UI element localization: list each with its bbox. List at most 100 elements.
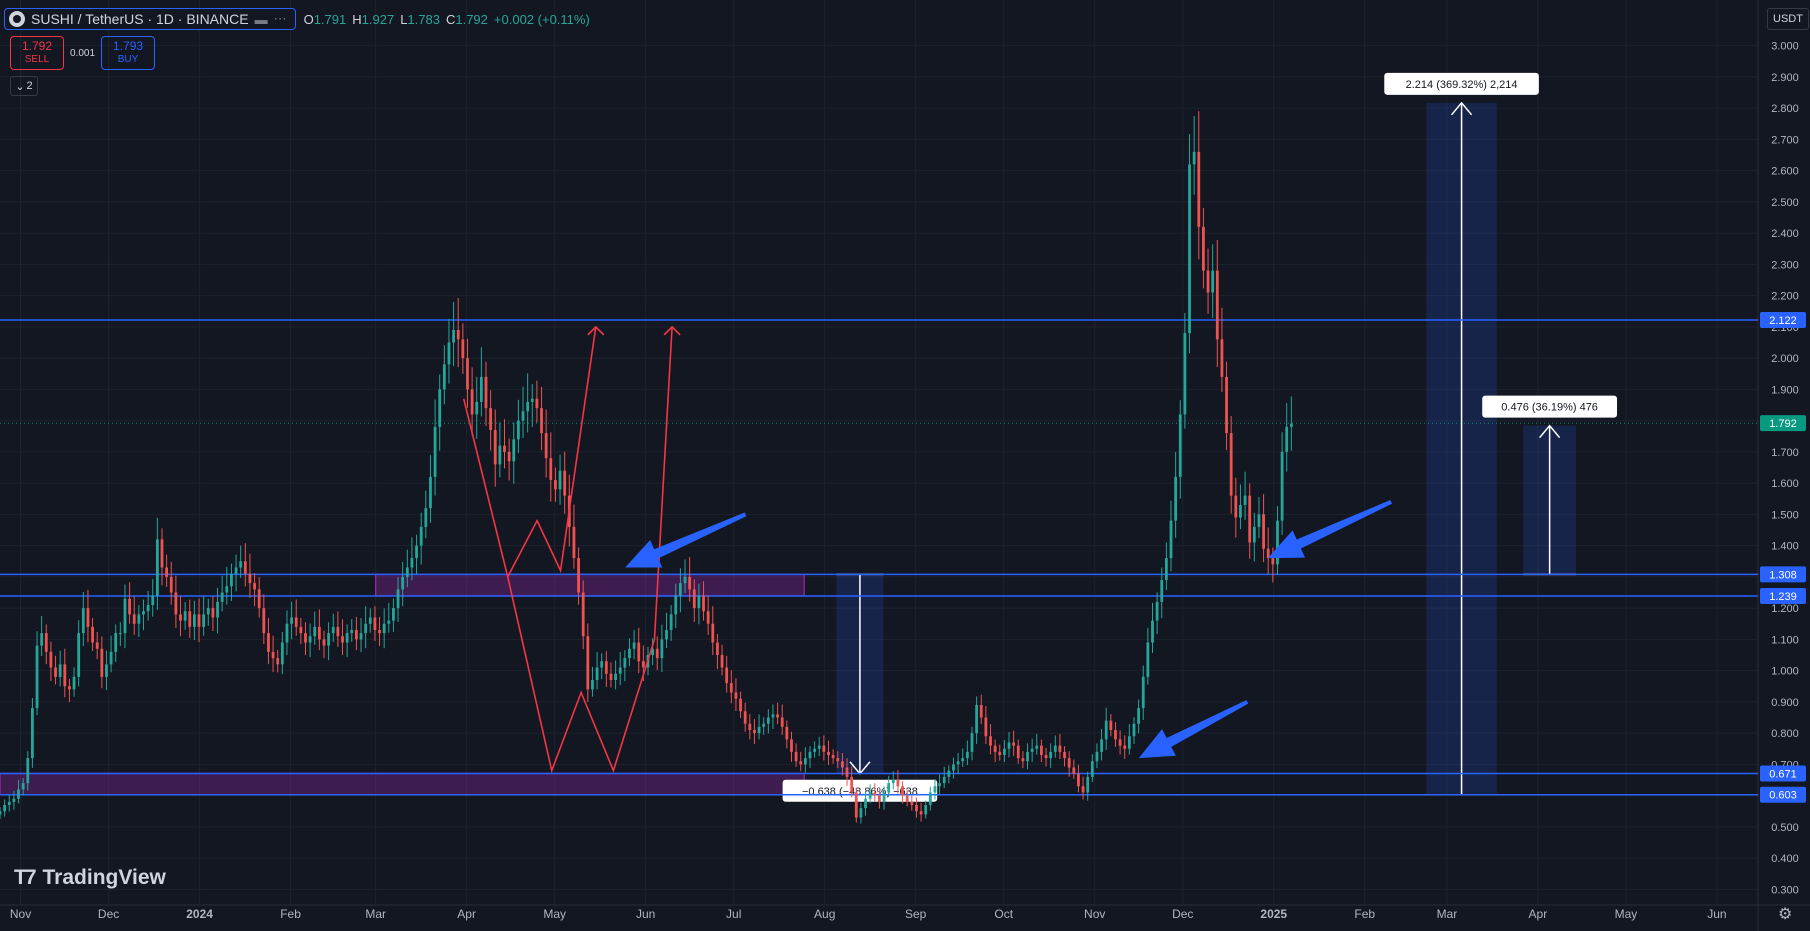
candle-body xyxy=(63,664,67,687)
y-tick-label: 2.400 xyxy=(1771,228,1799,240)
measure-label: −0.638 (−48.86%) −638 xyxy=(802,786,918,798)
candle-body xyxy=(290,617,293,624)
candle-body xyxy=(489,408,493,430)
high-value: H1.927 xyxy=(352,11,395,27)
candle-body xyxy=(424,508,428,527)
chevron-down-icon: ⌄ xyxy=(15,80,25,93)
candle-body xyxy=(905,795,909,802)
candle-body xyxy=(919,811,923,815)
candle-body xyxy=(100,648,104,677)
candle-body xyxy=(665,630,668,640)
pointer-arrow xyxy=(625,512,747,568)
candle-body xyxy=(304,633,307,643)
candle-body xyxy=(1192,151,1196,165)
candle-body xyxy=(850,776,854,793)
candle-body xyxy=(1215,270,1219,340)
candle-body xyxy=(868,792,872,799)
candle-body xyxy=(688,576,692,590)
measure-label-box xyxy=(1482,395,1618,418)
low-value: L1.783 xyxy=(400,11,440,27)
candle-body xyxy=(1021,758,1025,762)
sell-label: SELL xyxy=(24,54,50,65)
candle-body xyxy=(192,614,196,627)
candle-body xyxy=(132,614,136,624)
x-tick-label: Oct xyxy=(994,907,1013,921)
candle-body xyxy=(836,758,840,762)
candle-body xyxy=(40,633,44,646)
candle-body xyxy=(382,623,386,634)
candle-body xyxy=(118,633,122,635)
candle-body xyxy=(1280,451,1284,521)
candle-body xyxy=(896,780,900,787)
candle-body xyxy=(910,801,914,805)
candle-body xyxy=(1164,558,1168,580)
y-tick-label: 2.500 xyxy=(1771,197,1799,209)
x-tick-label: Feb xyxy=(1354,907,1375,921)
candle-body xyxy=(1132,723,1136,737)
candle-body xyxy=(248,573,252,584)
candle-body xyxy=(317,626,321,640)
projection-arrowhead xyxy=(663,325,681,336)
candle-body xyxy=(91,626,94,643)
candle-body xyxy=(267,633,270,652)
candle-body xyxy=(790,739,793,752)
indicators-toggle[interactable]: ⌄ 2 xyxy=(10,76,38,96)
candle-body xyxy=(151,595,155,605)
candle-body xyxy=(554,480,557,490)
measure-arrowhead xyxy=(1539,424,1561,439)
x-tick-label: Mar xyxy=(1437,907,1458,921)
price-level-label: 0.671 xyxy=(1769,768,1797,780)
y-tick-label: 0.500 xyxy=(1771,822,1799,834)
price-level-label: 1.308 xyxy=(1769,569,1797,581)
candle-body xyxy=(174,592,178,615)
candle-body xyxy=(327,633,331,646)
candle-body xyxy=(183,611,187,621)
measure-arrowhead xyxy=(1450,101,1473,116)
indicator-count: 2 xyxy=(26,80,33,92)
candle-body xyxy=(1155,601,1159,621)
more-options-icon[interactable]: ⋯ xyxy=(273,11,287,26)
candle-body xyxy=(419,526,423,546)
candle-body xyxy=(105,664,108,677)
compare-icon[interactable]: ▬ xyxy=(254,11,268,27)
buy-button[interactable]: 1.793 BUY xyxy=(101,36,156,70)
candle-body xyxy=(956,761,960,765)
tradingview-mark-icon: T7 xyxy=(14,866,36,889)
candle-body xyxy=(799,761,803,765)
candle-body xyxy=(253,583,256,590)
candle-body xyxy=(54,667,57,677)
candle-body xyxy=(30,708,34,759)
candle-body xyxy=(1118,739,1122,746)
candle-body xyxy=(336,626,340,637)
candle-body xyxy=(1257,514,1261,527)
sell-button[interactable]: 1.792 SELL xyxy=(10,36,64,70)
candle-body xyxy=(965,751,969,759)
candle-body xyxy=(808,751,812,759)
x-tick-label: Dec xyxy=(98,907,119,921)
candle-body xyxy=(822,745,826,752)
x-tick-label: Nov xyxy=(1084,907,1105,921)
candle-body xyxy=(947,770,951,777)
y-tick-label: 1.700 xyxy=(1771,447,1799,459)
candle-body xyxy=(456,330,460,340)
candle-body xyxy=(998,751,1002,755)
candle-body xyxy=(197,614,201,627)
candle-body xyxy=(1169,520,1173,559)
candle-body xyxy=(378,630,381,634)
candle-body xyxy=(7,801,11,805)
settings-gear-icon[interactable]: ⚙ xyxy=(1778,906,1793,923)
currency-selector[interactable]: USDT xyxy=(1767,8,1809,30)
candle-body xyxy=(1271,558,1275,565)
candle-body xyxy=(771,714,775,718)
candle-body xyxy=(1276,520,1279,565)
symbol-selector[interactable]: SUSHI / TetherUS · 1D · BINANCE ▬ ⋯ xyxy=(4,8,296,30)
candle-body xyxy=(484,376,488,409)
price-level-label: 2.122 xyxy=(1769,315,1797,327)
candle-body xyxy=(878,795,881,802)
change-value: +0.002 (+0.11%) xyxy=(493,11,590,27)
tradingview-logo: T7 TradingView xyxy=(14,866,166,890)
candle-body xyxy=(683,576,687,584)
candle-body xyxy=(623,658,627,668)
candle-body xyxy=(776,714,779,718)
